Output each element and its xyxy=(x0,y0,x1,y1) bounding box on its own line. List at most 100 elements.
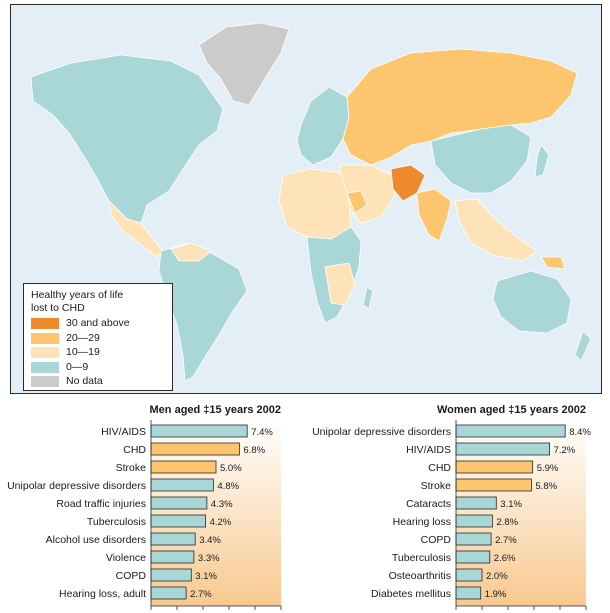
legend-label: 20—29 xyxy=(66,331,100,344)
map-region-greenland xyxy=(198,22,290,106)
data-label: 2.0% xyxy=(486,571,508,582)
world-map-panel: Healthy years of life lost to CHD 30 and… xyxy=(10,4,602,394)
bar xyxy=(455,496,497,510)
map-region-japan xyxy=(534,144,550,178)
men-bar-chart: Men aged ‡15 years 2002 HIV/AIDS 7.4% CHD 6.… xyxy=(7,404,287,613)
category-label: CHD xyxy=(428,462,451,474)
map-region-southeast-asia xyxy=(454,198,538,262)
map-region-india xyxy=(416,188,452,242)
data-label: 2.8% xyxy=(496,517,518,528)
data-label: 1.9% xyxy=(485,589,507,600)
category-label: Stroke xyxy=(116,462,147,474)
legend-swatch xyxy=(31,361,59,373)
category-label: Violence xyxy=(106,552,146,564)
bar xyxy=(455,442,550,456)
data-label: 7.4% xyxy=(251,427,273,438)
legend-swatch xyxy=(31,347,59,358)
data-label: 3.3% xyxy=(198,553,220,564)
bar xyxy=(455,532,492,546)
data-label: 2.7% xyxy=(495,535,517,546)
category-label: COPD xyxy=(421,534,452,546)
bar xyxy=(455,460,534,474)
legend-item-30-above: 30 and above xyxy=(31,317,165,330)
women-bar-chart: Women aged ‡15 years 2002 Unipolar depres… xyxy=(312,404,592,613)
bar xyxy=(150,478,214,492)
category-label: Tuberculosis xyxy=(87,516,146,528)
data-label: 4.3% xyxy=(211,499,233,510)
category-label: Diabetes mellitus xyxy=(371,588,451,600)
bar xyxy=(150,568,192,582)
world-map xyxy=(30,22,592,382)
data-label: 2.7% xyxy=(190,589,212,600)
legend-swatch xyxy=(31,332,59,344)
map-region-north-america xyxy=(30,54,224,224)
bar xyxy=(150,460,217,474)
legend-title: Healthy years of life lost to CHD xyxy=(31,289,165,314)
legend-label: 10—19 xyxy=(66,346,100,359)
chart-title: Women aged ‡15 years 2002 xyxy=(437,404,586,416)
map-legend: Healthy years of life lost to CHD 30 and… xyxy=(23,283,173,391)
legend-title-line1: Healthy years of life xyxy=(31,289,124,301)
data-label: 7.2% xyxy=(554,445,576,456)
bar xyxy=(150,496,208,510)
map-region-north-africa xyxy=(278,168,352,240)
map-region-south-africa xyxy=(324,262,356,306)
bar xyxy=(455,478,532,492)
map-region-png xyxy=(540,256,566,270)
category-label: Osteoarthritis xyxy=(389,570,451,582)
bar xyxy=(150,586,187,600)
map-region-venezuela xyxy=(170,242,212,262)
legend-label: 30 and above xyxy=(66,317,130,330)
category-label: Alcohol use disorders xyxy=(46,534,146,546)
bar xyxy=(150,442,240,456)
map-region-australia xyxy=(492,270,572,334)
category-label: HIV/AIDS xyxy=(406,444,451,456)
category-label: Hearing loss xyxy=(393,516,451,528)
data-label: 3.1% xyxy=(195,571,217,582)
legend-label: 0—9 xyxy=(66,360,89,373)
category-label: Road traffic injuries xyxy=(56,498,146,510)
bar xyxy=(455,514,493,528)
category-label: COPD xyxy=(116,570,147,582)
category-label: Stroke xyxy=(421,480,452,492)
bar xyxy=(150,514,206,528)
legend-item-0-9: 0—9 xyxy=(31,361,165,374)
map-region-madagascar xyxy=(362,286,374,310)
data-label: 3.4% xyxy=(199,535,221,546)
data-label: 4.8% xyxy=(217,481,239,492)
bar xyxy=(150,532,196,546)
legend-label: No data xyxy=(66,375,103,388)
legend-item-10-19: 10—19 xyxy=(31,346,165,359)
category-label: Cataracts xyxy=(406,498,451,510)
data-label: 3.1% xyxy=(500,499,522,510)
bar xyxy=(455,568,483,582)
chart-title: Men aged ‡15 years 2002 xyxy=(150,404,281,416)
data-label: 5.9% xyxy=(537,463,559,474)
legend-title-line2: lost to CHD xyxy=(31,301,85,314)
category-label: Unipolar depressive disorders xyxy=(7,480,146,492)
data-label: 5.8% xyxy=(535,481,557,492)
bar xyxy=(150,424,248,438)
bar xyxy=(455,550,491,564)
category-label: Tuberculosis xyxy=(392,552,451,564)
data-label: 5.0% xyxy=(220,463,242,474)
legend-item-no-data: No data xyxy=(31,375,165,388)
legend-item-20-29: 20—29 xyxy=(31,332,165,345)
legend-swatch xyxy=(31,318,59,329)
map-region-east-asia xyxy=(430,124,532,194)
category-label: Hearing loss, adult xyxy=(59,588,146,600)
data-label: 6.8% xyxy=(243,445,265,456)
category-label: Unipolar depressive disorders xyxy=(312,426,451,438)
data-label: 2.6% xyxy=(494,553,516,564)
legend-swatch xyxy=(31,376,59,387)
bar xyxy=(455,424,566,438)
data-label: 8.4% xyxy=(569,427,591,438)
category-label: HIV/AIDS xyxy=(101,426,146,438)
category-label: CHD xyxy=(123,444,146,456)
map-region-new-zealand xyxy=(574,330,592,362)
data-label: 4.2% xyxy=(210,517,232,528)
bar xyxy=(150,550,195,564)
bar xyxy=(455,586,482,600)
map-region-europe xyxy=(296,86,350,166)
map-region-central-america xyxy=(108,199,164,258)
